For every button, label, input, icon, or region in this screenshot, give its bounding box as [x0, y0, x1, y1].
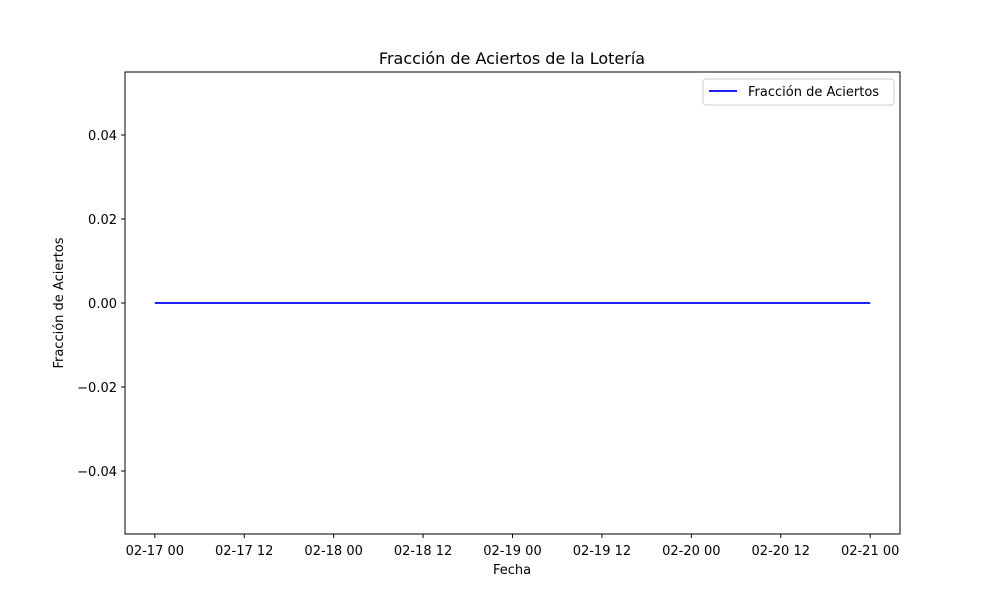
- y-tick-label: 0.02: [88, 213, 117, 228]
- y-axis-label: Fracción de Aciertos: [52, 237, 67, 368]
- legend-label: Fracción de Aciertos: [748, 85, 879, 100]
- x-tick-label: 02-20 12: [752, 544, 810, 559]
- legend-box: [702, 78, 895, 106]
- x-tick-label: 02-18 12: [394, 544, 452, 559]
- x-tick-label: 02-17 00: [126, 544, 184, 559]
- y-tick-label: −0.04: [77, 465, 117, 480]
- x-tick-label: 02-17 12: [215, 544, 273, 559]
- x-axis-label: Fecha: [493, 563, 531, 578]
- chart-title: Fracción de Aciertos de la Lotería: [379, 49, 645, 68]
- x-tick-label: 02-18 00: [304, 544, 362, 559]
- legend: Fracción de Aciertos: [702, 78, 895, 106]
- y-tick-label: 0.00: [88, 297, 117, 312]
- plot-frame: [124, 71, 901, 535]
- x-tick-label: 02-19 00: [483, 544, 541, 559]
- y-axis-ticks: 0.04 0.02 0.00 −0.02 −0.04: [77, 129, 125, 480]
- x-axis-ticks: 02-17 00 02-17 12 02-18 00 02-18 12 02-19 00…: [126, 534, 899, 559]
- x-tick-label: 02-21 00: [841, 544, 899, 559]
- x-tick-label: 02-19 12: [573, 544, 631, 559]
- x-tick-label: 02-20 00: [662, 544, 720, 559]
- y-tick-label: −0.02: [77, 381, 117, 396]
- y-tick-label: 0.04: [88, 129, 117, 144]
